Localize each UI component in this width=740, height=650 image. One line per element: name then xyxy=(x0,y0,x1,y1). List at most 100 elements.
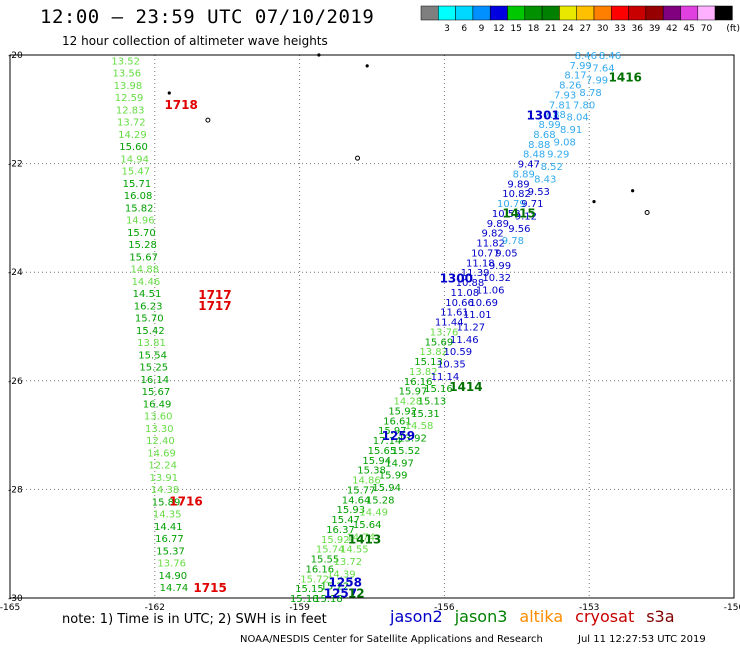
wave-height-value: 15.92 xyxy=(388,406,417,417)
colorbar-label: 18 xyxy=(528,24,540,34)
pass-label: 1718 xyxy=(164,98,197,112)
wave-height-value: 8.26 xyxy=(559,81,581,92)
colorbar-swatch xyxy=(524,5,543,21)
wave-height-value: 16.61 xyxy=(383,416,412,427)
wave-height-value: 15.47 xyxy=(121,167,150,178)
wave-height-value: 11.18 xyxy=(466,258,495,269)
colorbar-swatch xyxy=(680,5,699,21)
colorbar-label: 24 xyxy=(562,24,574,34)
wave-height-value: 13.92 xyxy=(398,434,427,445)
wave-height-value: 14.38 xyxy=(151,485,180,496)
colorbar-swatch xyxy=(593,5,612,21)
wave-height-value: 13.72 xyxy=(333,557,362,568)
legend-item-altika: altika xyxy=(519,607,564,626)
x-tick-label: -165 xyxy=(0,603,20,613)
y-tick-label: -24 xyxy=(8,268,23,278)
wave-height-value: 8.46 xyxy=(599,51,621,62)
wave-height-value: 16.23 xyxy=(134,301,163,312)
colorbar-swatch xyxy=(576,5,595,21)
wave-height-value: 11.46 xyxy=(450,335,479,346)
wave-height-value: 15.94 xyxy=(362,456,391,467)
y-tick-label: -28 xyxy=(8,485,23,495)
wave-height-value: 15.52 xyxy=(392,446,421,457)
generation-timestamp: Jul 11 12:27:53 UTC 2019 xyxy=(578,634,706,645)
wave-height-value: 7.80 xyxy=(573,100,595,111)
wave-height-value: 11.82 xyxy=(476,239,505,250)
chart-subtitle: 12 hour collection of altimeter wave hei… xyxy=(62,34,328,48)
wave-height-value: 9.99 xyxy=(489,261,511,272)
colorbar-swatch xyxy=(628,5,647,21)
wave-height-value: 8.78 xyxy=(579,88,601,99)
wave-height-value: 14.58 xyxy=(405,421,434,432)
wave-height-value: 14.55 xyxy=(340,545,369,556)
wave-height-value: 12.24 xyxy=(148,461,177,472)
wave-height-value: 15.37 xyxy=(156,546,185,557)
wave-height-value: 7.93 xyxy=(554,90,576,101)
wave-height-value: 11.01 xyxy=(463,310,492,321)
colorbar-swatch xyxy=(645,5,664,21)
wave-height-value: 15.16 xyxy=(424,384,453,395)
wave-height-value: 15.92 xyxy=(321,535,350,546)
wave-height-value: 7.81 xyxy=(549,100,571,111)
wave-height-value: 9.53 xyxy=(528,187,550,198)
wave-height-value: 15.55 xyxy=(311,555,340,566)
wave-height-value: 14.74 xyxy=(160,583,189,594)
wave-height-value: 9.56 xyxy=(508,224,530,235)
wave-height-value: 9.05 xyxy=(495,248,517,259)
pass-label: 1715 xyxy=(193,581,226,595)
wave-height-value: 14.28 xyxy=(394,397,423,408)
wave-height-value: 15.99 xyxy=(379,471,408,482)
chart-title: 12:00 – 23:59 UTC 07/10/2019 xyxy=(40,6,375,28)
wave-height-value: 9.78 xyxy=(502,236,524,247)
pass-label: 1717 xyxy=(198,299,231,313)
wave-height-value: 14.35 xyxy=(153,510,182,521)
wave-height-value: 15.18 xyxy=(290,594,319,605)
wave-height-value: 8.68 xyxy=(533,130,555,141)
pass-label: 1415 xyxy=(502,206,535,220)
wave-height-value: 8.88 xyxy=(528,140,550,151)
wave-height-value: 10.35 xyxy=(437,360,466,371)
wave-height-value: 8.43 xyxy=(534,174,556,185)
colorbar-swatch xyxy=(611,5,629,21)
wave-height-value: 14.49 xyxy=(359,508,388,519)
wave-height-value: 10.77 xyxy=(471,248,500,259)
pass-label: 1414 xyxy=(449,380,482,394)
x-tick-label: -156 xyxy=(434,603,455,613)
wave-height-value: 15.64 xyxy=(353,520,382,531)
colorbar-swatch xyxy=(438,5,456,21)
wave-height-value: 15.72 xyxy=(300,574,329,585)
wave-height-value: 15.82 xyxy=(125,203,154,214)
wave-height-value: 9.82 xyxy=(482,229,504,240)
colorbar-swatch xyxy=(662,5,681,21)
axis-tick-labels: -165 -162 -159 -156 -153 -150 -20 -22 -24 -26 -28 -… xyxy=(0,51,740,613)
colorbar-label: 9 xyxy=(479,24,485,34)
wave-height-value: 15.38 xyxy=(357,466,386,477)
wave-height-value: 8.46 xyxy=(575,51,597,62)
colorbar-swatch xyxy=(507,5,526,21)
wave-height-value: 15.89 xyxy=(152,497,181,508)
wave-height-value: 15.25 xyxy=(139,363,168,374)
wave-height-value: 15.74 xyxy=(316,545,345,556)
wave-height-value: 15.67 xyxy=(142,387,171,398)
pass-label: 1257 xyxy=(324,587,357,601)
wave-height-value: 11.61 xyxy=(440,308,469,319)
wave-height-value: 14.46 xyxy=(132,277,161,288)
wave-height-value: 8.17 xyxy=(564,71,586,82)
pass-label: 1716 xyxy=(169,494,202,508)
wave-height-value: 10.32 xyxy=(482,273,511,284)
wave-height-value: 11.39 xyxy=(461,268,490,279)
x-tick-label: -162 xyxy=(145,603,165,613)
colorbar-label: 45 xyxy=(683,24,694,34)
wave-height-value: 9.12 xyxy=(515,211,537,222)
x-tick-label: -150 xyxy=(724,603,740,613)
colorbar-swatch xyxy=(420,5,439,21)
colorbar-swatch xyxy=(455,5,474,21)
wave-height-value: 14.97 xyxy=(385,458,414,469)
wave-height-value: 11.06 xyxy=(476,285,505,296)
map-frame xyxy=(9,54,735,599)
colorbar-label: 30 xyxy=(597,24,609,34)
colorbar-label: 36 xyxy=(632,24,644,34)
wave-height-value: 11.14 xyxy=(431,372,460,383)
